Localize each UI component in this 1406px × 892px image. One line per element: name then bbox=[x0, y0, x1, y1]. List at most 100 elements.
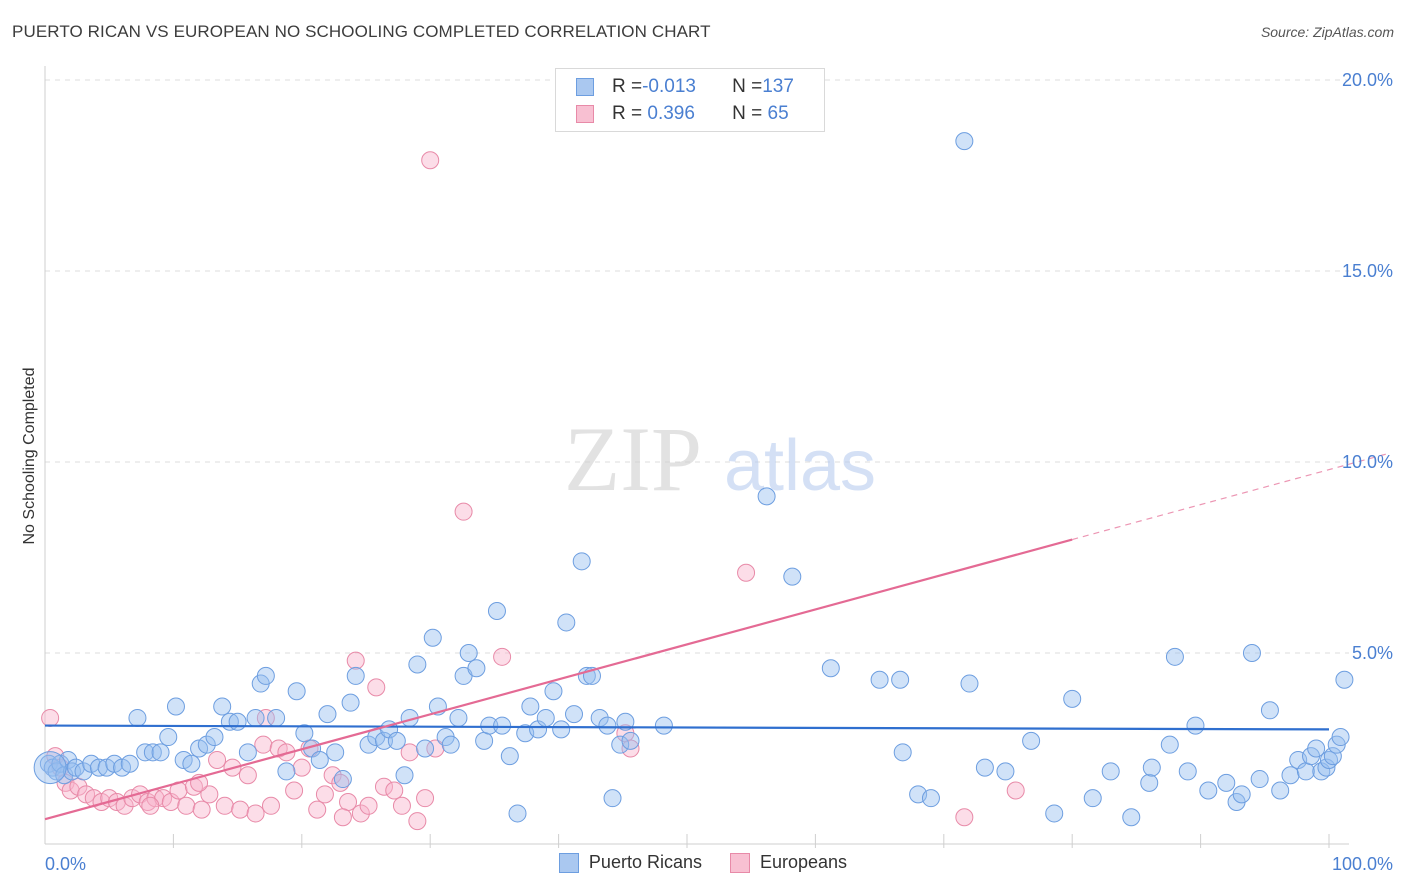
puerto-rican-point bbox=[500, 747, 519, 766]
european-point bbox=[308, 800, 327, 819]
european-point bbox=[621, 739, 640, 758]
puerto-rican-point bbox=[565, 705, 584, 724]
puerto-rican-point bbox=[598, 716, 617, 735]
european-point bbox=[346, 651, 365, 670]
legend-item-puerto-ricans[interactable]: Puerto Ricans bbox=[558, 852, 702, 873]
puerto-rican-point bbox=[1335, 670, 1354, 689]
watermark-atlas: atlas bbox=[724, 426, 876, 506]
puerto-rican-point bbox=[572, 552, 591, 571]
puerto-rican-point bbox=[1022, 731, 1041, 750]
puerto-rican-point bbox=[197, 735, 216, 754]
european-point bbox=[254, 735, 273, 754]
puerto-rican-point bbox=[341, 693, 360, 712]
grid-lines bbox=[45, 79, 1349, 654]
puerto-rican-point bbox=[544, 682, 563, 701]
puerto-rican-point bbox=[1281, 766, 1300, 785]
puerto-rican-point bbox=[449, 708, 468, 727]
puerto-rican-point bbox=[996, 762, 1015, 781]
puerto-rican-point bbox=[552, 720, 571, 739]
european-point bbox=[392, 796, 411, 815]
puerto-rican-point bbox=[416, 739, 435, 758]
european-point bbox=[955, 808, 974, 827]
european-point bbox=[141, 796, 160, 815]
european-point bbox=[333, 808, 352, 827]
puerto-rican-point bbox=[577, 666, 596, 685]
european-point bbox=[400, 743, 419, 762]
legend-swatch-blue bbox=[558, 852, 579, 873]
legend-r-label: R = bbox=[612, 103, 643, 124]
puerto-rican-point bbox=[408, 655, 427, 674]
puerto-rican-point bbox=[821, 659, 840, 678]
puerto-rican-point bbox=[1250, 770, 1269, 789]
legend-row-puerto-ricans: R = -0.013 N = 137 bbox=[576, 74, 794, 100]
correlation-legend: R = -0.013 N = 137 R = 0.396 N = 65 bbox=[555, 68, 825, 132]
puerto-rican-point bbox=[1323, 747, 1342, 766]
european-point bbox=[737, 563, 756, 582]
european-point bbox=[385, 781, 404, 800]
puerto-rican-point bbox=[960, 674, 979, 693]
european-point bbox=[408, 812, 427, 831]
series-legend: Puerto Ricans Europeans bbox=[0, 852, 1406, 873]
puerto-rican-point bbox=[487, 601, 506, 620]
puerto-rican-point bbox=[1178, 762, 1197, 781]
europeans-trend-line bbox=[44, 538, 1073, 821]
y-tick-label: 20.0% bbox=[1342, 70, 1393, 90]
puerto-rican-point bbox=[891, 670, 910, 689]
legend-row-europeans: R = 0.396 N = 65 bbox=[576, 101, 789, 127]
europeans-trend-line-extension bbox=[1072, 453, 1387, 541]
european-point bbox=[192, 800, 211, 819]
european-point bbox=[41, 708, 60, 727]
european-point bbox=[285, 781, 304, 800]
european-point bbox=[374, 777, 393, 796]
legend-item-europeans[interactable]: Europeans bbox=[729, 852, 848, 873]
puerto-rican-point bbox=[120, 754, 139, 773]
european-point bbox=[215, 796, 234, 815]
puerto-rican-point bbox=[1232, 785, 1251, 804]
watermark: ZIP atlas bbox=[564, 408, 876, 510]
european-point bbox=[315, 785, 334, 804]
watermark-zip: ZIP bbox=[564, 408, 702, 510]
puerto-rican-point bbox=[395, 766, 414, 785]
legend-r-label: R = bbox=[612, 76, 643, 97]
puerto-rican-point bbox=[326, 743, 345, 762]
european-point bbox=[177, 796, 196, 815]
european-point bbox=[493, 647, 512, 666]
puerto-rican-point bbox=[277, 762, 296, 781]
puerto-rican-point bbox=[975, 758, 994, 777]
legend-n-value: 137 bbox=[762, 76, 794, 97]
axes bbox=[44, 66, 1349, 848]
puerto-rican-point bbox=[267, 708, 286, 727]
puerto-rican-point bbox=[536, 708, 555, 727]
y-tick-label: 15.0% bbox=[1342, 261, 1393, 281]
puerto-rican-point bbox=[1122, 808, 1141, 827]
tick-labels: 5.0% 10.0% 15.0% 20.0% 0.0% 100.0% bbox=[45, 70, 1393, 874]
puerto-rican-point bbox=[256, 666, 275, 685]
chart-title: PUERTO RICAN VS EUROPEAN NO SCHOOLING CO… bbox=[12, 22, 711, 41]
x-tick-label: 100.0% bbox=[1332, 854, 1393, 874]
legend-label: Puerto Ricans bbox=[588, 852, 702, 872]
puerto-rican-point bbox=[346, 666, 365, 685]
puerto-rican-point bbox=[459, 644, 478, 662]
puerto-rican-point bbox=[136, 743, 155, 762]
european-point bbox=[208, 750, 227, 769]
legend-label: Europeans bbox=[759, 852, 848, 872]
legend-swatch-pink bbox=[729, 852, 750, 873]
puerto-rican-point bbox=[654, 716, 673, 735]
european-point bbox=[421, 151, 440, 170]
puerto-rican-point bbox=[359, 735, 378, 754]
puerto-rican-point bbox=[783, 567, 802, 586]
puerto-rican-point bbox=[1242, 644, 1261, 662]
legend-n-value: 65 bbox=[762, 103, 789, 124]
puerto-rican-point bbox=[480, 716, 499, 735]
puerto-rican-point bbox=[228, 712, 247, 731]
legend-n-label: N = bbox=[732, 76, 763, 97]
puerto-rican-point bbox=[128, 708, 147, 727]
puerto-ricans-trend-line bbox=[44, 724, 1330, 731]
european-point bbox=[351, 804, 370, 823]
puerto-rican-point bbox=[955, 132, 974, 151]
puerto-rican-point bbox=[333, 770, 352, 789]
puerto-rican-point bbox=[1271, 781, 1290, 800]
puerto-rican-point bbox=[310, 750, 329, 769]
european-point bbox=[246, 804, 265, 823]
